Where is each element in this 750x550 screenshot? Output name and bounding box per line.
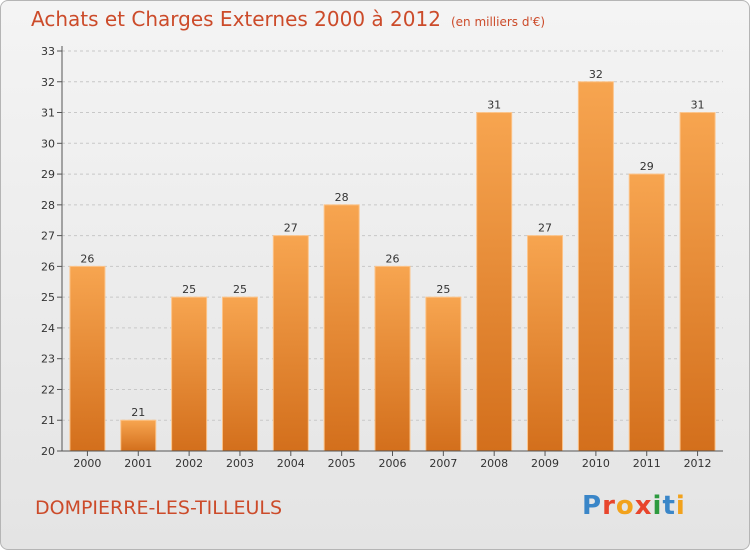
y-tick-label: 31 xyxy=(41,107,55,120)
bar-value-label: 31 xyxy=(487,99,501,112)
bar xyxy=(679,112,716,452)
x-tick-label: 2002 xyxy=(175,457,203,470)
y-tick-label: 27 xyxy=(41,230,55,243)
x-tick-label: 2009 xyxy=(531,457,559,470)
bar xyxy=(374,265,411,452)
commune-name: DOMPIERRE-LES-TILLEULS xyxy=(35,497,283,519)
title-text: Achats et Charges Externes 2000 à 2012 xyxy=(31,7,441,31)
bar-value-label: 31 xyxy=(691,99,705,112)
y-tick-label: 22 xyxy=(41,383,55,396)
logo-letter: i xyxy=(675,491,686,521)
y-tick-label: 20 xyxy=(41,445,55,458)
bar xyxy=(527,235,564,452)
bar-value-label: 25 xyxy=(436,283,450,296)
bar xyxy=(476,112,513,452)
x-tick-label: 2004 xyxy=(277,457,305,470)
chart-subtitle: (en milliers d'€) xyxy=(450,15,546,29)
x-tick-label: 2003 xyxy=(226,457,254,470)
bar xyxy=(221,296,258,452)
bar xyxy=(577,81,614,452)
x-tick-label: 2010 xyxy=(582,457,610,470)
y-tick-label: 33 xyxy=(41,45,55,58)
y-tick-label: 23 xyxy=(41,353,55,366)
bar-value-label: 27 xyxy=(284,222,298,235)
y-tick-label: 21 xyxy=(41,414,55,427)
logo-letter: x xyxy=(634,491,653,521)
bar xyxy=(628,173,665,452)
proxiti-logo: Proxiti xyxy=(582,491,686,521)
y-tick-label: 28 xyxy=(41,199,55,212)
chart-title: Achats et Charges Externes 2000 à 2012 (e… xyxy=(31,7,545,31)
bar-value-label: 29 xyxy=(640,160,654,173)
bar xyxy=(171,296,208,452)
bar xyxy=(69,265,106,452)
logo-letter: r xyxy=(602,491,616,521)
y-tick-label: 26 xyxy=(41,260,55,273)
bar-value-label: 27 xyxy=(538,222,552,235)
x-tick-label: 2000 xyxy=(73,457,101,470)
logo-letter: o xyxy=(615,491,635,521)
y-tick-label: 24 xyxy=(41,322,55,335)
x-tick-label: 2001 xyxy=(124,457,152,470)
bar-value-label: 32 xyxy=(589,68,603,81)
bar-value-label: 26 xyxy=(386,252,400,265)
bar xyxy=(120,419,157,452)
bar-value-label: 25 xyxy=(233,283,247,296)
bar xyxy=(272,235,309,452)
x-tick-label: 2005 xyxy=(328,457,356,470)
logo-letter: P xyxy=(582,491,603,521)
logo-letter: t xyxy=(662,491,676,521)
x-tick-label: 2012 xyxy=(684,457,712,470)
bar xyxy=(323,204,360,452)
y-tick-label: 29 xyxy=(41,168,55,181)
bar-value-label: 28 xyxy=(335,191,349,204)
x-tick-label: 2008 xyxy=(480,457,508,470)
bar-value-label: 26 xyxy=(80,252,94,265)
x-tick-label: 2006 xyxy=(379,457,407,470)
bar-value-label: 25 xyxy=(182,283,196,296)
x-tick-label: 2011 xyxy=(633,457,661,470)
x-tick-label: 2007 xyxy=(429,457,457,470)
y-tick-label: 25 xyxy=(41,291,55,304)
y-tick-label: 30 xyxy=(41,137,55,150)
bar-value-label: 21 xyxy=(131,406,145,419)
y-tick-label: 32 xyxy=(41,76,55,89)
logo-letter: i xyxy=(652,491,663,521)
bar xyxy=(425,296,462,452)
